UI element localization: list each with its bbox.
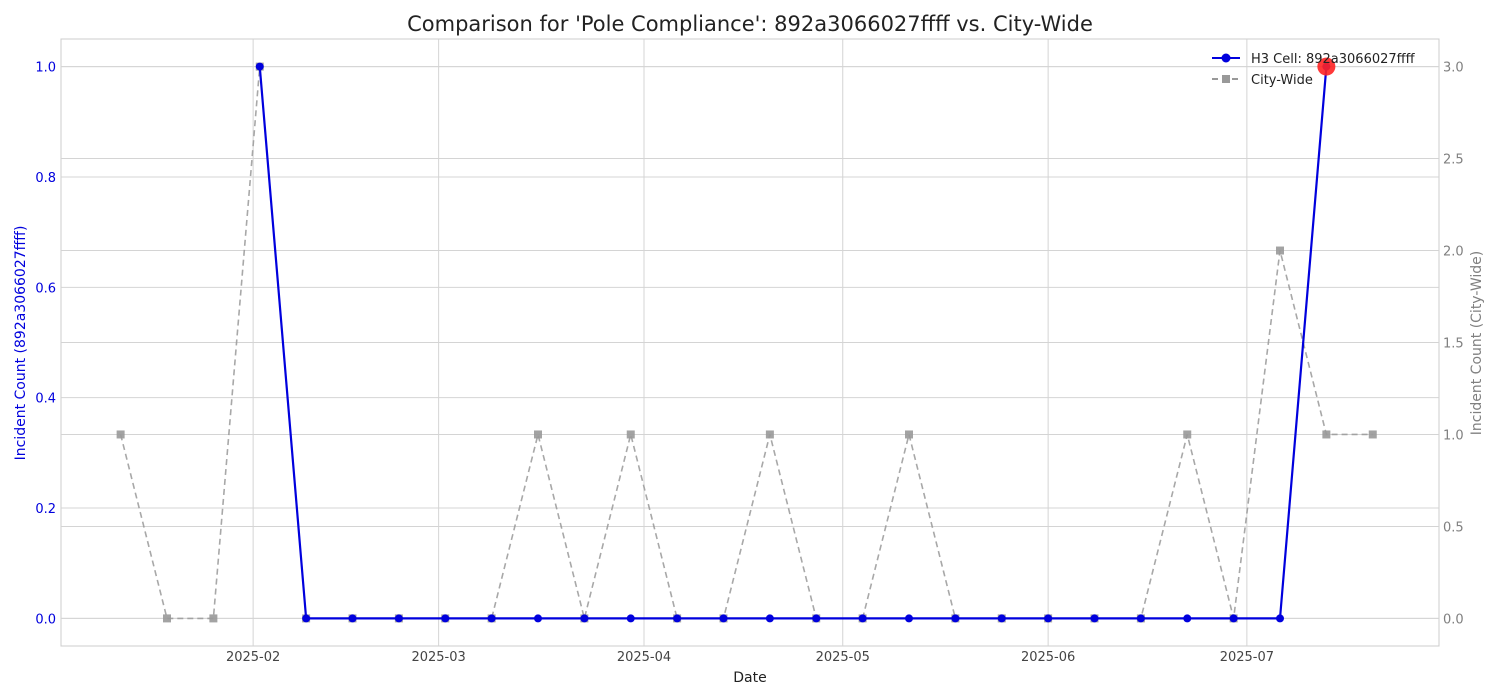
y-tick-label-right: 2.5 — [1443, 153, 1464, 168]
y-tick-label-left: 0.8 — [35, 171, 56, 186]
legend: H3 Cell: 892a3066027ffff City-Wide — [1212, 52, 1416, 88]
y-tick-label-right: 1.0 — [1443, 428, 1464, 443]
x-tick-label: 2025-03 — [411, 650, 465, 665]
data-point-city-wide — [209, 614, 218, 623]
data-point-h3-cell — [534, 614, 542, 623]
x-tick-label: 2025-05 — [816, 650, 870, 665]
data-point-h3-cell — [997, 614, 1006, 623]
data-point-h3-cell — [441, 614, 450, 623]
series-line-h3-cell — [258, 66, 1328, 620]
data-point-h3-cell — [1044, 614, 1053, 623]
data-point-h3-cell — [719, 614, 728, 623]
data-point-h3-cell — [1229, 614, 1238, 623]
y-tick-label-left: 1.0 — [35, 61, 56, 76]
highlight-point — [1317, 57, 1336, 76]
data-point-h3-cell — [673, 614, 682, 623]
y-tick-label-right: 2.0 — [1443, 245, 1464, 260]
data-point-h3-cell — [394, 614, 403, 623]
y-tick-label-left: 0.0 — [35, 612, 56, 627]
data-point-h3-cell — [951, 614, 960, 623]
data-point-city-wide — [1322, 430, 1331, 439]
data-point-city-wide — [626, 430, 635, 439]
legend-marker-city-wide — [1222, 75, 1230, 83]
tick-labels: 2025-02 2025-03 2025-04 2025-05 2025-06 2025-… — [35, 61, 1463, 665]
data-point-city-wide — [534, 430, 542, 439]
data-point-city-wide — [116, 430, 125, 439]
data-point-city-wide — [1276, 246, 1284, 255]
data-point-h3-cell — [765, 614, 774, 623]
y-tick-label-right: 3.0 — [1443, 61, 1464, 76]
data-point-h3-cell — [1136, 614, 1145, 623]
legend-label-h3-cell: H3 Cell: 892a3066027ffff — [1251, 52, 1416, 67]
data-point-city-wide — [1368, 430, 1377, 439]
data-point-h3-cell — [812, 614, 821, 623]
y-tick-label-right: 1.5 — [1443, 337, 1464, 352]
data-point-city-wide — [1183, 430, 1192, 439]
data-point-h3-cell — [580, 614, 589, 623]
chart-title: Comparison for 'Pole Compliance': 892a30… — [407, 12, 1093, 36]
data-point-city-wide — [905, 430, 913, 439]
legend-label-city-wide: City-Wide — [1251, 73, 1313, 88]
y-tick-label-left: 0.6 — [35, 281, 56, 296]
x-tick-label: 2025-07 — [1220, 650, 1274, 665]
data-point-h3-cell — [348, 614, 357, 623]
x-tick-label: 2025-02 — [226, 650, 280, 665]
x-tick-label: 2025-06 — [1021, 650, 1075, 665]
data-point-h3-cell — [1183, 614, 1192, 623]
data-point-h3-cell — [487, 614, 496, 623]
y-tick-label-left: 0.2 — [35, 502, 56, 517]
y-tick-label-right: 0.0 — [1443, 612, 1464, 627]
y-tick-label-left: 0.4 — [35, 392, 56, 407]
data-point-h3-cell — [858, 614, 867, 623]
data-point-h3-cell — [626, 614, 635, 623]
y-tick-label-right: 0.5 — [1443, 520, 1464, 535]
data-point-h3-cell — [1090, 614, 1099, 623]
data-point-h3-cell — [255, 62, 264, 71]
x-axis-label: Date — [733, 670, 766, 686]
data-point-h3-cell — [1276, 614, 1284, 623]
y-axis-label-right: Incident Count (City-Wide) — [1469, 251, 1485, 435]
data-point-h3-cell — [905, 614, 913, 623]
data-point-city-wide — [765, 430, 774, 439]
y-axis-label-left: Incident Count (892a3066027ffff) — [13, 226, 29, 461]
x-tick-label: 2025-04 — [617, 650, 671, 665]
series-layer — [116, 57, 1377, 623]
data-point-h3-cell — [302, 614, 311, 623]
legend-marker-h3-cell — [1221, 53, 1231, 63]
data-point-city-wide — [163, 614, 171, 623]
